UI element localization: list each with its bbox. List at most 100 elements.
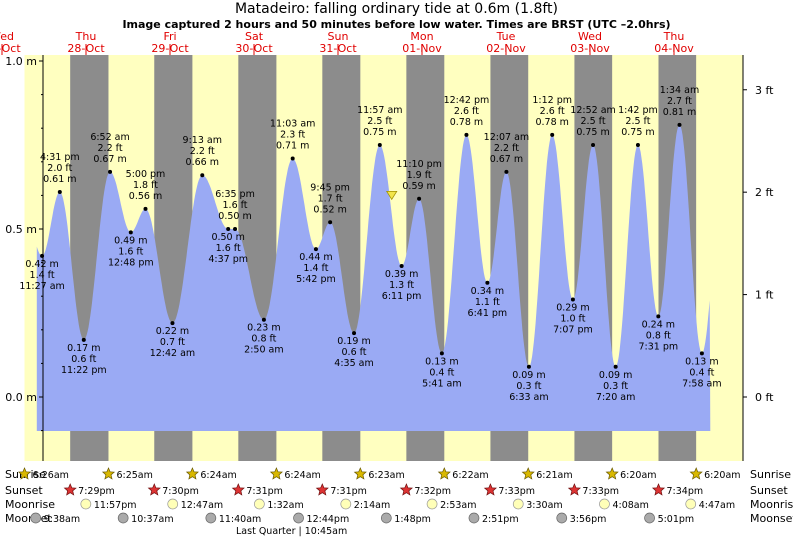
moonrise-icon (512, 498, 524, 510)
sunrise-time: 6:23am (368, 470, 404, 481)
extreme-point (439, 351, 444, 356)
extreme-label: 2.2 ft (190, 146, 215, 157)
extreme-label: 0.29 m (556, 303, 589, 314)
extreme-label: 1.4 ft (30, 270, 55, 281)
moonset-row-label: Moonset (5, 512, 52, 525)
extreme-label: 6:35 pm (215, 189, 255, 200)
extreme-point (417, 196, 422, 201)
extreme-label: 0.23 m (247, 323, 280, 334)
extreme-label: 0.6 ft (71, 354, 96, 365)
sunrise-icon (17, 467, 32, 480)
extreme-label: 4:31 pm (40, 152, 80, 163)
day-name-label: Wed (0, 30, 14, 43)
sunset-icon (651, 483, 666, 496)
extreme-label: 0.22 m (156, 326, 189, 337)
extreme-label: 11:03 am (270, 118, 315, 129)
moonset-icon (644, 512, 655, 524)
sunrise-time: 6:24am (200, 470, 236, 481)
extreme-label: 12:52 am (570, 105, 615, 116)
sunset-icon (315, 483, 329, 496)
extreme-label: 2:50 am (244, 345, 283, 356)
day-name-label: Tue (496, 30, 516, 43)
extreme-point (591, 143, 596, 147)
extreme-label: 2.3 ft (280, 129, 305, 140)
extreme-point (57, 190, 62, 195)
extreme-label: 11:57 am (357, 105, 402, 116)
extreme-label: 2.5 ft (581, 116, 606, 127)
extreme-point (170, 321, 175, 326)
day-name-label: Sat (245, 30, 264, 43)
extreme-label: 11:27 am (19, 281, 64, 292)
extreme-point (464, 132, 469, 137)
extreme-point (328, 220, 333, 225)
extreme-label: 4:37 pm (208, 254, 248, 265)
moonrise-time: 3:30am (526, 500, 562, 511)
moonset-icon (205, 512, 217, 524)
moonset-time: 5:01pm (658, 514, 695, 525)
extreme-label: 12:42 am (150, 348, 195, 359)
extreme-point (290, 156, 295, 161)
extreme-label: 6:41 pm (468, 308, 508, 319)
extreme-point (261, 317, 266, 322)
extreme-label: 0.61 m (43, 174, 76, 185)
extreme-label: 2.5 ft (367, 116, 392, 127)
extreme-point (677, 122, 682, 127)
sunset-time: 7:33pm (498, 486, 535, 497)
extreme-point (352, 331, 357, 336)
chart-subtitle: Image captured 2 hours and 50 minutes be… (122, 18, 671, 31)
extreme-point (570, 297, 575, 302)
day-date-label: 30-Oct (235, 42, 273, 55)
sunset-time: 7:33pm (582, 486, 619, 497)
extreme-label: 9:13 am (183, 135, 222, 146)
sunrise-time: 6:20am (704, 470, 740, 481)
extreme-point (143, 206, 148, 211)
extreme-label: 11:22 pm (61, 365, 107, 376)
extreme-label: 0.39 m (385, 269, 418, 280)
sunrise-time: 6:25am (116, 470, 152, 481)
sunrise-icon (101, 467, 116, 480)
left-tick-label: 0.5 m (5, 223, 37, 236)
moonset-row-label-right: Moonset (750, 512, 793, 525)
sunrise-icon (521, 467, 535, 480)
extreme-label: 2.6 ft (454, 106, 479, 117)
extreme-label: 0.75 m (363, 127, 396, 138)
moon-phase-label: Last Quarter | 10:45am (236, 526, 347, 537)
sunrise-icon (185, 467, 199, 480)
extreme-point (81, 337, 86, 342)
moonrise-time: 1:32am (267, 500, 303, 511)
extreme-label: 0.19 m (337, 336, 370, 347)
sunrise-icon (605, 467, 619, 480)
moonset-time: 1:48pm (394, 514, 431, 525)
extreme-label: 0.8 ft (251, 334, 276, 345)
extreme-label: 1:42 pm (618, 105, 658, 116)
extreme-label: 0.78 m (535, 117, 568, 128)
moonset-icon (30, 512, 42, 524)
extreme-label: 0.78 m (450, 117, 483, 128)
day-date-label: 31-Oct (319, 42, 357, 55)
day-date-label: 02-Nov (486, 42, 526, 55)
extreme-label: 0.6 ft (342, 347, 367, 358)
moonrise-row-label: Moonrise (5, 498, 55, 511)
day-name-label: Thu (663, 30, 685, 43)
extreme-label: 0.24 m (642, 319, 675, 330)
day-date-label: 27-Oct (0, 42, 21, 55)
sunset-time: 7:31pm (246, 486, 283, 497)
moonset-time: 3:56pm (570, 514, 607, 525)
sunrise-time: 6:20am (620, 470, 656, 481)
sunset-time: 7:30pm (162, 486, 199, 497)
moonset-time: 12:44pm (307, 514, 350, 525)
extreme-label: 5:00 pm (126, 169, 166, 180)
sunrise-time: 6:26am (33, 470, 69, 481)
extreme-label: 0.67 m (490, 154, 523, 165)
day-name-label: Wed (578, 30, 602, 43)
extreme-label: 2.2 ft (98, 143, 123, 154)
moonset-icon (556, 512, 568, 524)
sunset-icon (147, 483, 161, 496)
day-date-label: 28-Oct (67, 42, 105, 55)
extreme-label: 7:31 pm (638, 341, 678, 352)
moonset-icon (468, 512, 480, 524)
extreme-point (200, 173, 205, 178)
extreme-point (656, 314, 661, 319)
extreme-label: 0.13 m (685, 356, 718, 367)
